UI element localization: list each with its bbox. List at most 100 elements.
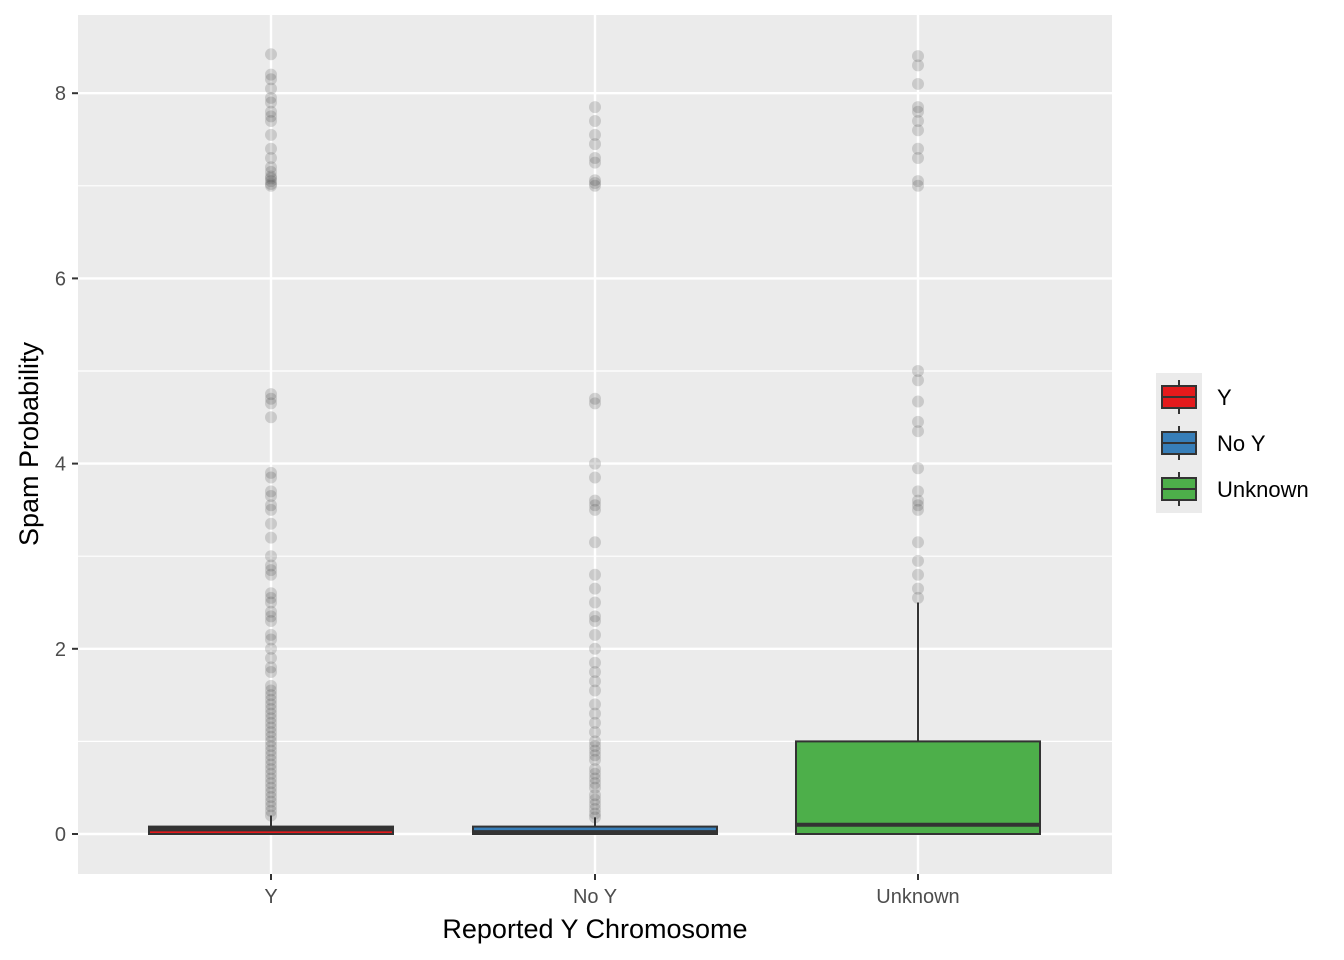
outlier-point [589,152,601,165]
outlier-point [265,753,277,766]
outlier-point [265,605,277,618]
outlier-point [265,110,277,123]
outlier-point [265,177,277,190]
outlier-point [912,395,924,408]
outlier-point [589,684,601,697]
outlier-point [589,503,601,516]
x-tick-label: Unknown [876,886,959,908]
grid-lines [78,15,1112,874]
legend: Y No Y Unknown [1156,373,1309,513]
outlier-point [265,531,277,544]
outlier-point [912,582,924,595]
outlier-point [265,661,277,674]
outlier-point [265,707,277,720]
outlier-point [265,652,277,665]
outlier-point [589,665,601,678]
outlier-point [265,161,277,174]
outlier-point [912,591,924,604]
outlier-point [265,388,277,401]
outlier-point [265,503,277,516]
y-tick-label: 0 [55,824,66,846]
outlier-point [912,485,924,498]
outlier-point [589,114,601,127]
outlier-point [265,665,277,678]
outlier-point [912,503,924,516]
outlier-point [265,772,277,785]
outlier-point [589,781,601,794]
outlier-point [589,179,601,192]
outlier-point [265,114,277,127]
outlier-point [589,174,601,187]
outlier-point [589,656,601,669]
outlier-point [265,411,277,424]
x-axis: Y No Y Unknown [264,874,960,908]
box-body [795,740,1041,836]
outlier-point [589,101,601,114]
outlier-point [589,568,601,581]
outlier-point [589,392,601,405]
outlier-point [265,128,277,141]
box-no-y [472,817,718,835]
outlier-point [912,101,924,114]
legend-item-no-y: No Y [1161,426,1266,460]
outlier-point [265,471,277,484]
outlier-point [265,781,277,794]
outlier-point [912,114,924,127]
outlier-point [265,744,277,757]
outlier-point [589,763,601,776]
outlier-point [265,105,277,118]
outlier-point [265,175,277,188]
y-tick-label: 6 [55,268,66,290]
outlier-point [265,587,277,600]
outlier-point [265,392,277,405]
outlier-point [265,568,277,581]
outlier-point [912,499,924,512]
outlier-point [589,740,601,753]
outlier-point [912,494,924,507]
outlier-point [589,457,601,470]
outlier-point [589,777,601,790]
box-unknown [795,602,1041,836]
outlier-point [912,105,924,118]
outlier-point [265,73,277,86]
outlier-point [265,397,277,410]
outlier-point [265,698,277,711]
outlier-point [589,156,601,169]
outlier-point [265,795,277,808]
outlier-point [912,462,924,475]
outlier-point [265,693,277,706]
outlier-point [912,179,924,192]
outlier-point [589,128,601,141]
outlier-point [265,596,277,609]
legend-label: Y [1217,385,1232,410]
outlier-point [265,48,277,61]
outlier-point [265,758,277,771]
outlier-point [589,610,601,623]
outlier-point [265,702,277,715]
outlier-point [912,175,924,188]
outlier-point [265,610,277,623]
outlier-point [265,559,277,572]
outlier-point [265,152,277,165]
outlier-point [589,793,601,806]
outlier-point [589,802,601,815]
outlier-point [589,494,601,507]
y-tick-label: 4 [55,454,66,476]
outlier-point [589,536,601,549]
outlier-point [589,138,601,151]
x-tick-label: Y [264,886,277,908]
outlier-point [589,798,601,811]
outlier-point [265,615,277,628]
y-tick-label: 8 [55,83,66,105]
outlier-point [912,77,924,90]
outlier-point [265,82,277,95]
outlier-point [265,767,277,780]
outlier-point [265,749,277,762]
outlier-point [265,179,277,192]
outlier-point [265,740,277,753]
outlier-point [912,124,924,137]
outlier-point [265,721,277,734]
x-axis-title: Reported Y Chromosome [442,914,747,944]
box-y [148,815,394,835]
y-tick-label: 2 [55,639,66,661]
